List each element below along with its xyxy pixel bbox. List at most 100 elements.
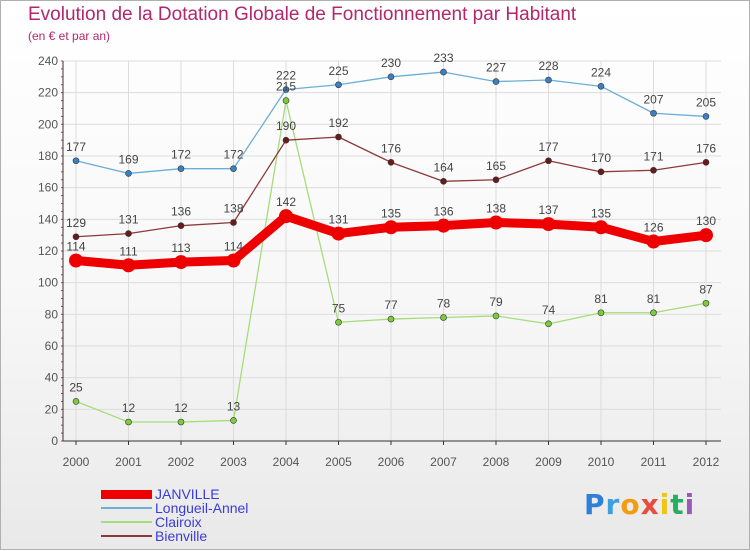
point-longueil-annel [387,73,395,81]
data-label-bienville: 164 [433,160,453,174]
point-bienville [387,159,395,166]
x-tick-label: 2006 [378,455,405,469]
data-label-clairoix: 81 [647,292,661,306]
point-longueil-annel [125,170,132,177]
point-janville [331,226,346,241]
point-clairoix [125,418,132,426]
data-label-bienville: 190 [276,119,296,133]
point-clairoix [387,315,395,323]
x-tick-label: 2005 [325,455,352,469]
data-label-janville: 114 [66,240,85,254]
data-label-janville: 131 [328,213,348,227]
data-label-bienville: 176 [381,141,401,155]
data-label-longueil-annel: 205 [696,95,716,109]
data-label-longueil-annel: 224 [591,65,611,79]
data-label-janville: 138 [486,202,506,216]
point-clairoix [597,309,605,317]
data-label-clairoix: 12 [174,401,188,415]
data-label-longueil-annel: 177 [66,140,86,154]
legend-item-janville: JANVILLE [101,487,220,501]
point-longueil-annel [597,83,605,90]
point-janville [226,253,241,268]
point-janville [646,234,661,249]
data-labels: 177 169 172 172 222 225 230 233 227 228 224 207 205 2… [66,51,716,415]
data-label-clairoix: 78 [437,297,451,311]
x-tick-label: 2003 [220,455,247,469]
data-label-longueil-annel: 169 [118,152,138,166]
point-janville [699,228,713,243]
legend-item-bienville: Bienville [101,529,207,543]
data-label-bienville: 177 [538,140,558,154]
logo-letter: r [605,488,621,521]
data-label-longueil-annel: 225 [328,64,348,78]
chart-title: Evolution de la Dotation Globale de Fonc… [28,4,577,25]
data-label-janville: 135 [381,206,401,220]
point-janville [121,258,136,273]
point-longueil-annel [492,78,500,85]
point-janville [489,215,503,230]
x-tick-label: 2001 [115,455,142,469]
point-janville [594,220,608,235]
data-label-bienville: 131 [118,213,138,227]
legend-swatch-janville [101,489,152,499]
point-longueil-annel [440,68,447,76]
x-tick-label: 2007 [430,455,457,469]
y-tick-label: 140 [38,212,58,226]
point-clairoix [440,314,447,321]
data-label-bienville: 176 [696,141,716,155]
y-tick-label: 220 [38,86,58,100]
x-tick-label: 2010 [588,455,615,469]
logo-letter: P [584,488,606,521]
point-bienville [440,178,447,185]
legend-swatch-longueil-annel [101,507,152,509]
data-label-janville: 135 [591,206,611,220]
y-tick-label: 160 [38,181,58,195]
legend-label-bienville: Bienville [155,528,208,544]
grid-lines [63,60,721,441]
data-label-longueil-annel: 222 [276,69,296,83]
data-label-clairoix: 25 [69,380,83,394]
logo-letter: x [640,488,660,521]
data-label-bienville: 129 [66,216,86,230]
point-bienville [230,219,237,226]
point-bienville [702,159,710,166]
y-tick-label: 100 [38,276,58,290]
data-label-clairoix: 74 [542,303,556,317]
point-bienville [282,136,290,144]
point-bienville [125,230,132,237]
point-janville [69,253,83,268]
data-label-bienville: 138 [223,202,243,216]
point-bienville [335,133,342,141]
point-clairoix [702,299,710,307]
logo-letter: o [620,488,641,521]
logo-letter: t [670,488,685,521]
point-longueil-annel [702,113,710,120]
data-label-bienville: 192 [328,116,348,130]
y-tick-label: 80 [45,307,59,321]
point-janville [384,220,398,235]
data-label-clairoix: 87 [699,282,713,296]
legend-label-longueil-annel: Longueil-Annel [155,500,249,516]
data-label-longueil-annel: 230 [381,56,401,70]
data-label-longueil-annel: 172 [223,148,243,162]
y-tick-label: 180 [38,149,58,163]
data-label-longueil-annel: 172 [171,148,191,162]
point-longueil-annel [230,165,237,172]
y-tick-label: 20 [45,402,59,416]
legend-label-janville: JANVILLE [155,486,220,502]
data-label-clairoix: 81 [594,292,608,306]
point-bienville [177,222,185,229]
legend-swatch-bienville [101,535,152,537]
data-label-clairoix: 215 [276,80,296,94]
y-tick-label: 60 [45,339,59,353]
legend-item-longueil-annel: Longueil-Annel [101,501,248,515]
point-longueil-annel [72,157,80,165]
data-label-janville: 142 [276,195,296,209]
data-label-janville: 126 [643,221,663,235]
x-tick-label: 2000 [63,455,90,469]
x-tick-label: 2012 [693,455,720,469]
data-label-longueil-annel: 227 [486,61,506,75]
data-label-bienville: 170 [591,151,611,165]
point-longueil-annel [545,76,552,84]
